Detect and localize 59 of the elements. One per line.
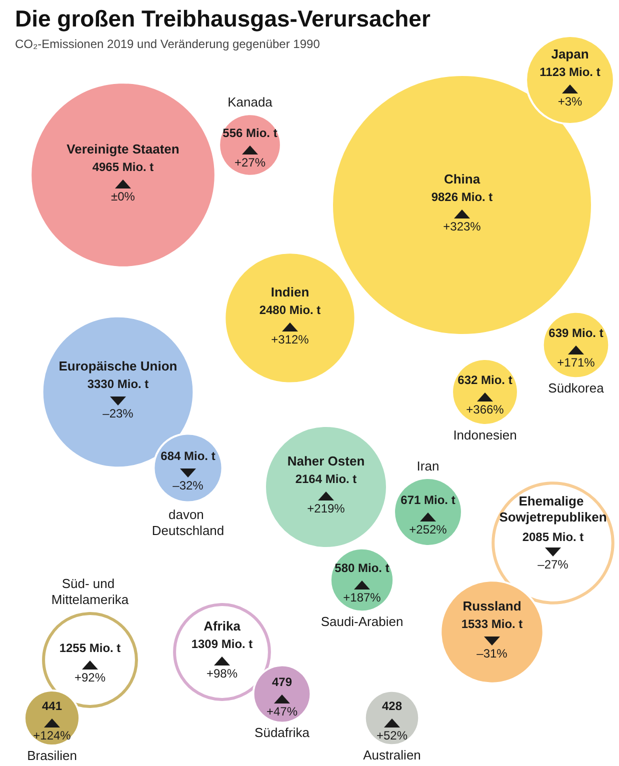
data-label: +323% <box>443 220 482 234</box>
category-label: Südafrika <box>254 725 310 740</box>
data-label: –32% <box>172 478 204 492</box>
data-label: –31% <box>476 646 508 660</box>
data-label: 3330 Mio. t <box>87 377 149 391</box>
data-label: 639 Mio. t <box>548 326 604 340</box>
text: CO₂-Emissionen 2019 und Veränderung gegenüber 1990 <box>15 37 320 51</box>
data-label: –27% <box>538 558 569 572</box>
category-label: Japan <box>551 46 589 62</box>
category-label: Russland <box>462 598 522 614</box>
category-label: China <box>444 172 481 186</box>
data-label: +27% <box>234 156 266 170</box>
data-label: 1309 Mio. t <box>191 637 253 651</box>
data-label: 1533 Mio. t <box>461 617 523 631</box>
data-label: +219% <box>307 502 346 516</box>
category-label: Süd- und Mittelamerika <box>51 576 130 608</box>
data-label: 2480 Mio. t <box>259 303 321 317</box>
data-label: +312% <box>271 332 310 346</box>
category-label: Indonesien <box>453 427 517 442</box>
data-label: ±0% <box>111 190 136 204</box>
category-label: Europäische Union <box>58 358 178 374</box>
data-label: +171% <box>557 356 596 370</box>
category-label: Vereinigte Staaten <box>66 142 180 156</box>
data-label: +3% <box>558 94 582 108</box>
data-label: +366% <box>466 402 504 416</box>
category-label: Saudi-Arabien <box>320 614 404 630</box>
data-label: 1123 Mio. t <box>540 65 600 79</box>
data-label: 4965 Mio. t <box>92 160 154 174</box>
data-label: –23% <box>102 406 134 420</box>
data-label: 441 <box>42 699 62 713</box>
category-label: Iran <box>416 458 440 474</box>
data-label: +47% <box>266 704 298 718</box>
data-label: +52% <box>376 728 408 742</box>
category-label: Afrika <box>204 618 242 634</box>
data-label: 684 Mio. t <box>160 449 216 463</box>
category-label: Brasilien <box>27 748 77 764</box>
data-label: 556 Mio. t <box>222 126 278 140</box>
data-label: 580 Mio. t <box>334 561 390 575</box>
data-label: +252% <box>409 522 448 536</box>
data-label: +187% <box>343 590 382 604</box>
text: Die großen Treibhausgas-Verursacher <box>15 6 430 32</box>
data-label: +124% <box>33 728 72 742</box>
data-label: 1255 Mio. t <box>59 641 121 655</box>
category-label: Naher Osten <box>287 454 365 468</box>
data-label: +98% <box>206 666 238 680</box>
category-label: Ehemalige Sowjetrepubliken <box>499 494 607 524</box>
data-label: 671 Mio. t <box>400 493 456 507</box>
category-label: davon Deutschland <box>152 506 224 538</box>
category-label: Indien <box>270 284 310 300</box>
data-label: +92% <box>74 670 106 684</box>
data-label: 2085 Mio. t <box>522 530 584 544</box>
data-label: 2164 Mio. t <box>295 472 357 486</box>
data-label: 428 <box>382 699 402 713</box>
data-label: 479 <box>272 675 292 689</box>
category-label: Südkorea <box>548 380 605 396</box>
data-label: 632 Mio. t <box>458 373 512 387</box>
data-label: 9826 Mio. t <box>431 190 493 204</box>
category-label: Kanada <box>228 94 274 110</box>
category-label: Australien <box>363 748 421 763</box>
